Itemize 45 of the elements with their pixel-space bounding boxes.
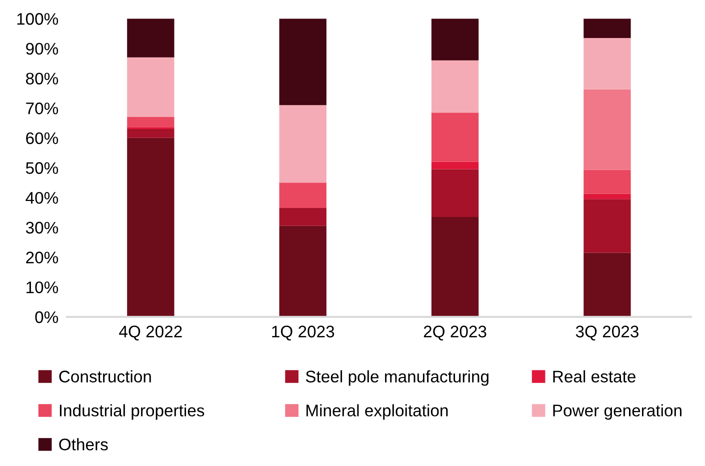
bar xyxy=(127,57,174,118)
bar xyxy=(279,208,326,226)
y-tick-label: 20% xyxy=(26,252,58,264)
bar xyxy=(127,117,174,128)
y-tick-label: 0% xyxy=(35,311,58,324)
bar xyxy=(279,105,326,183)
bar xyxy=(584,18,631,38)
y-tick-label: 10% xyxy=(26,281,58,294)
bar xyxy=(431,162,479,170)
legend-label: Others xyxy=(59,438,108,450)
legend-label: Construction xyxy=(59,370,151,382)
bar xyxy=(127,128,174,138)
bar xyxy=(584,170,631,194)
legend-label: Mineral exploitation xyxy=(306,404,448,420)
x-tick-label: 1Q 2023 xyxy=(272,326,334,340)
bar xyxy=(431,60,479,113)
x-tick-label: 3Q 2023 xyxy=(576,326,638,340)
bar xyxy=(584,38,631,90)
bar xyxy=(127,138,174,317)
y-tick-label: 60% xyxy=(26,132,58,144)
y-tick-label: 100% xyxy=(17,13,58,25)
bar xyxy=(279,182,326,208)
legend-label: Steel pole manufacturing xyxy=(306,370,488,386)
bar xyxy=(279,18,326,106)
bar xyxy=(584,194,631,200)
x-tick-label: 4Q 2022 xyxy=(119,326,182,340)
bar xyxy=(584,89,631,170)
y-tick-label: 90% xyxy=(26,42,58,55)
legend-label: Industrial properties xyxy=(60,404,204,420)
bar xyxy=(431,169,479,217)
y-tick-label: 30% xyxy=(26,222,58,234)
legend-label: Power generation xyxy=(553,404,682,420)
bar xyxy=(127,18,174,58)
x-tick-label: 2Q 2023 xyxy=(424,326,486,340)
bar xyxy=(431,112,479,162)
y-tick-label: 80% xyxy=(26,72,58,84)
y-tick-label: 70% xyxy=(26,102,58,114)
y-tick-label: 50% xyxy=(26,162,58,174)
bar xyxy=(431,18,479,60)
bar xyxy=(584,252,631,317)
y-tick-label: 40% xyxy=(26,192,58,204)
legend-label: Real estate xyxy=(553,370,636,382)
bar xyxy=(431,216,479,317)
bar xyxy=(279,226,326,317)
bar xyxy=(584,199,631,253)
